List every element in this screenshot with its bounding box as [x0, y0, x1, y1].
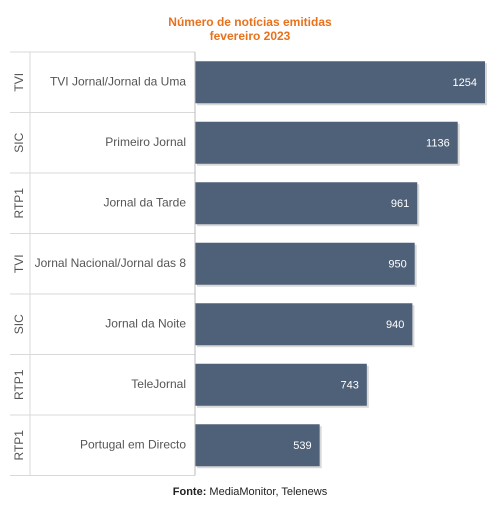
source-label: Fonte:: [172, 486, 207, 498]
channel-label: RTP1: [12, 369, 26, 400]
channel-label: RTP1: [12, 430, 26, 461]
bar: [195, 242, 415, 285]
channel-label: SIC: [12, 314, 26, 334]
bar-value-label: 1254: [453, 77, 477, 89]
bar-value-label: 743: [340, 380, 358, 392]
program-label: Jornal da Tarde: [104, 195, 187, 209]
program-label: Portugal em Directo: [80, 437, 186, 451]
bar: [195, 363, 367, 406]
bar-value-label: 1136: [426, 138, 450, 150]
channel-label: RTP1: [12, 188, 26, 219]
program-label: TVI Jornal/Jornal da Uma: [50, 74, 186, 88]
program-label: Primeiro Jornal: [105, 135, 186, 149]
channel-label: SIC: [12, 132, 26, 152]
channel-label: TVI: [12, 254, 26, 273]
bar: [195, 424, 320, 467]
channel-label: TVI: [12, 73, 26, 92]
program-label: Jornal da Noite: [105, 316, 186, 330]
bar: [195, 121, 458, 164]
bar: [195, 61, 485, 104]
bar: [195, 303, 413, 346]
source-note: Fonte: MediaMonitor, Telenews: [0, 486, 500, 498]
bar-value-label: 539: [293, 440, 311, 452]
source-text: MediaMonitor, Telenews: [209, 486, 328, 498]
bar-value-label: 950: [388, 259, 406, 271]
chart-title: Número de notícias emitidas: [168, 15, 332, 29]
chart-subtitle: fevereiro 2023: [209, 29, 291, 43]
program-label: Jornal Nacional/Jornal das 8: [35, 256, 187, 270]
bar-value-label: 961: [391, 198, 409, 210]
bar-chart: TVI TVI Jornal/Jornal da Uma 1254 SIC Primei…: [10, 51, 487, 476]
program-label: TeleJornal: [131, 377, 186, 391]
bar: [195, 182, 418, 225]
bar-value-label: 940: [386, 319, 404, 331]
